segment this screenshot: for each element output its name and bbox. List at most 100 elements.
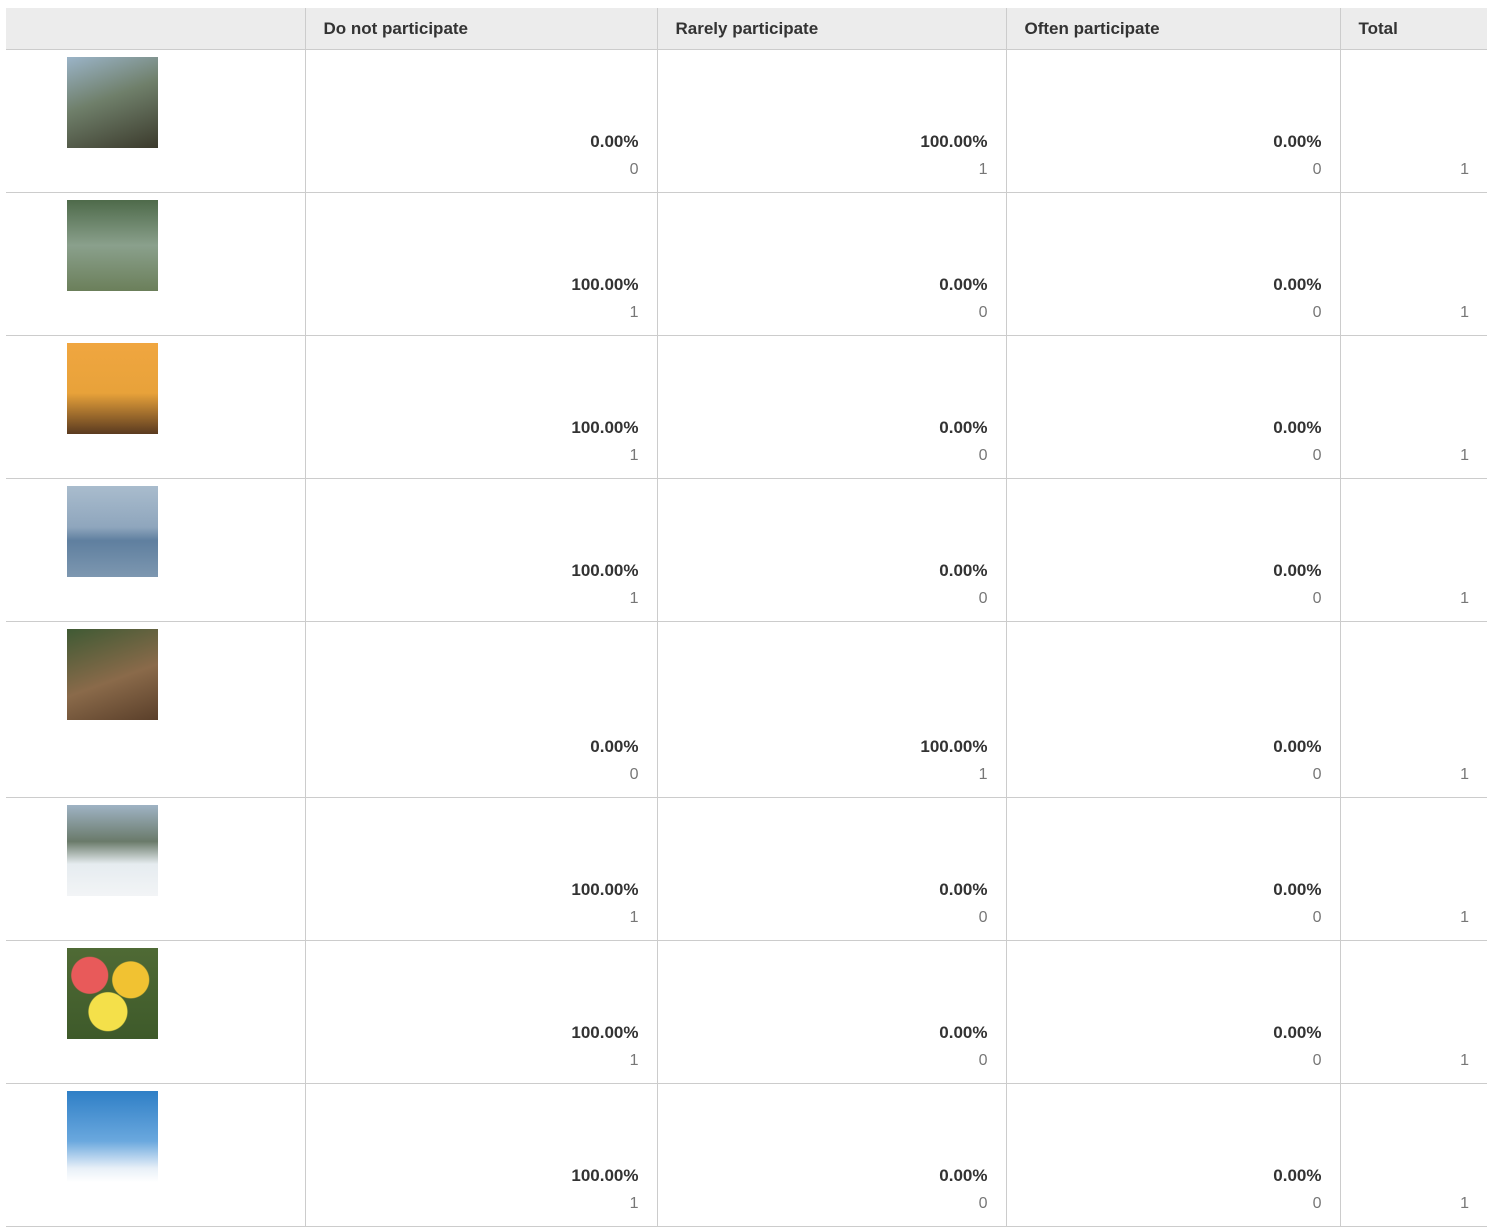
count: 0 xyxy=(1007,442,1322,470)
total: 1 xyxy=(1341,442,1470,470)
count: 0 xyxy=(1007,1047,1322,1075)
count: 1 xyxy=(658,761,988,789)
total: 1 xyxy=(1341,299,1470,327)
percent: 0.00% xyxy=(1007,1162,1322,1190)
answer-cell: 0.00%0 xyxy=(657,941,1006,1084)
answer-cell: 0.00%0 xyxy=(657,479,1006,622)
total-cell: 1 xyxy=(1340,50,1487,193)
answer-cell: 0.00%0 xyxy=(1006,50,1340,193)
percent: 0.00% xyxy=(658,414,988,442)
count: 1 xyxy=(658,156,988,184)
row-image xyxy=(67,486,158,577)
answer-cell: 100.00%1 xyxy=(657,50,1006,193)
total: 1 xyxy=(1341,585,1470,613)
header-cell: Do not participate xyxy=(305,8,657,50)
header-cell: Total xyxy=(1340,8,1487,50)
answer-cell: 0.00%0 xyxy=(657,336,1006,479)
answer-cell: 0.00%0 xyxy=(1006,798,1340,941)
count: 0 xyxy=(1007,1190,1322,1218)
header-cell: Often participate xyxy=(1006,8,1340,50)
row-image xyxy=(67,200,158,291)
percent: 0.00% xyxy=(306,733,639,761)
count: 0 xyxy=(658,442,988,470)
answer-cell: 0.00%0 xyxy=(1006,622,1340,798)
percent: 100.00% xyxy=(306,876,639,904)
row-image xyxy=(67,805,158,896)
image-cell xyxy=(6,479,305,622)
percent: 0.00% xyxy=(1007,128,1322,156)
answer-cell: 0.00%0 xyxy=(657,798,1006,941)
count: 0 xyxy=(658,1047,988,1075)
page: Do not participate Rarely participate Of… xyxy=(0,0,1494,1222)
total: 1 xyxy=(1341,1047,1470,1075)
percent: 100.00% xyxy=(306,1019,639,1047)
count: 0 xyxy=(658,1190,988,1218)
total: 1 xyxy=(1341,1190,1470,1218)
image-cell xyxy=(6,622,305,798)
total: 1 xyxy=(1341,156,1470,184)
percent: 100.00% xyxy=(306,557,639,585)
percent: 0.00% xyxy=(658,1019,988,1047)
count: 0 xyxy=(1007,585,1322,613)
count: 1 xyxy=(306,299,639,327)
answer-cell: 0.00%0 xyxy=(305,622,657,798)
answer-cell: 100.00%1 xyxy=(305,1084,657,1227)
count: 0 xyxy=(658,299,988,327)
row-image xyxy=(67,948,158,1039)
percent: 100.00% xyxy=(658,733,988,761)
header-cell xyxy=(6,8,305,50)
answer-cell: 0.00%0 xyxy=(1006,1084,1340,1227)
total-cell: 1 xyxy=(1340,798,1487,941)
answer-cell: 100.00%1 xyxy=(305,479,657,622)
percent: 0.00% xyxy=(658,271,988,299)
count: 0 xyxy=(306,761,639,789)
answer-cell: 0.00%0 xyxy=(1006,193,1340,336)
percent: 0.00% xyxy=(1007,733,1322,761)
answer-cell: 0.00%0 xyxy=(1006,941,1340,1084)
image-cell xyxy=(6,798,305,941)
total-cell: 1 xyxy=(1340,479,1487,622)
row-image xyxy=(67,57,158,148)
count: 1 xyxy=(306,904,639,932)
row-image xyxy=(67,1091,158,1182)
total-cell: 1 xyxy=(1340,941,1487,1084)
total-cell: 1 xyxy=(1340,622,1487,798)
header-row: Do not participate Rarely participate Of… xyxy=(6,8,1487,50)
answer-cell: 0.00%0 xyxy=(657,193,1006,336)
answer-cell: 0.00%0 xyxy=(305,50,657,193)
image-cell xyxy=(6,50,305,193)
answer-cell: 100.00%1 xyxy=(305,193,657,336)
image-cell xyxy=(6,941,305,1084)
percent: 0.00% xyxy=(306,128,639,156)
percent: 0.00% xyxy=(658,1162,988,1190)
count: 0 xyxy=(1007,156,1322,184)
count: 0 xyxy=(1007,299,1322,327)
header-cell: Rarely participate xyxy=(657,8,1006,50)
percent: 100.00% xyxy=(306,271,639,299)
percent: 0.00% xyxy=(1007,557,1322,585)
count: 0 xyxy=(1007,904,1322,932)
total-cell: 1 xyxy=(1340,193,1487,336)
answer-cell: 0.00%0 xyxy=(1006,336,1340,479)
count: 0 xyxy=(1007,761,1322,789)
image-cell xyxy=(6,193,305,336)
percent: 0.00% xyxy=(1007,1019,1322,1047)
count: 1 xyxy=(306,442,639,470)
total-cell: 1 xyxy=(1340,336,1487,479)
percent: 0.00% xyxy=(1007,414,1322,442)
image-cell xyxy=(6,336,305,479)
answer-cell: 100.00%1 xyxy=(305,941,657,1084)
count: 0 xyxy=(658,585,988,613)
answer-cell: 0.00%0 xyxy=(1006,479,1340,622)
answer-cell: 0.00%0 xyxy=(657,1084,1006,1227)
image-cell xyxy=(6,1084,305,1227)
total: 1 xyxy=(1341,761,1470,789)
